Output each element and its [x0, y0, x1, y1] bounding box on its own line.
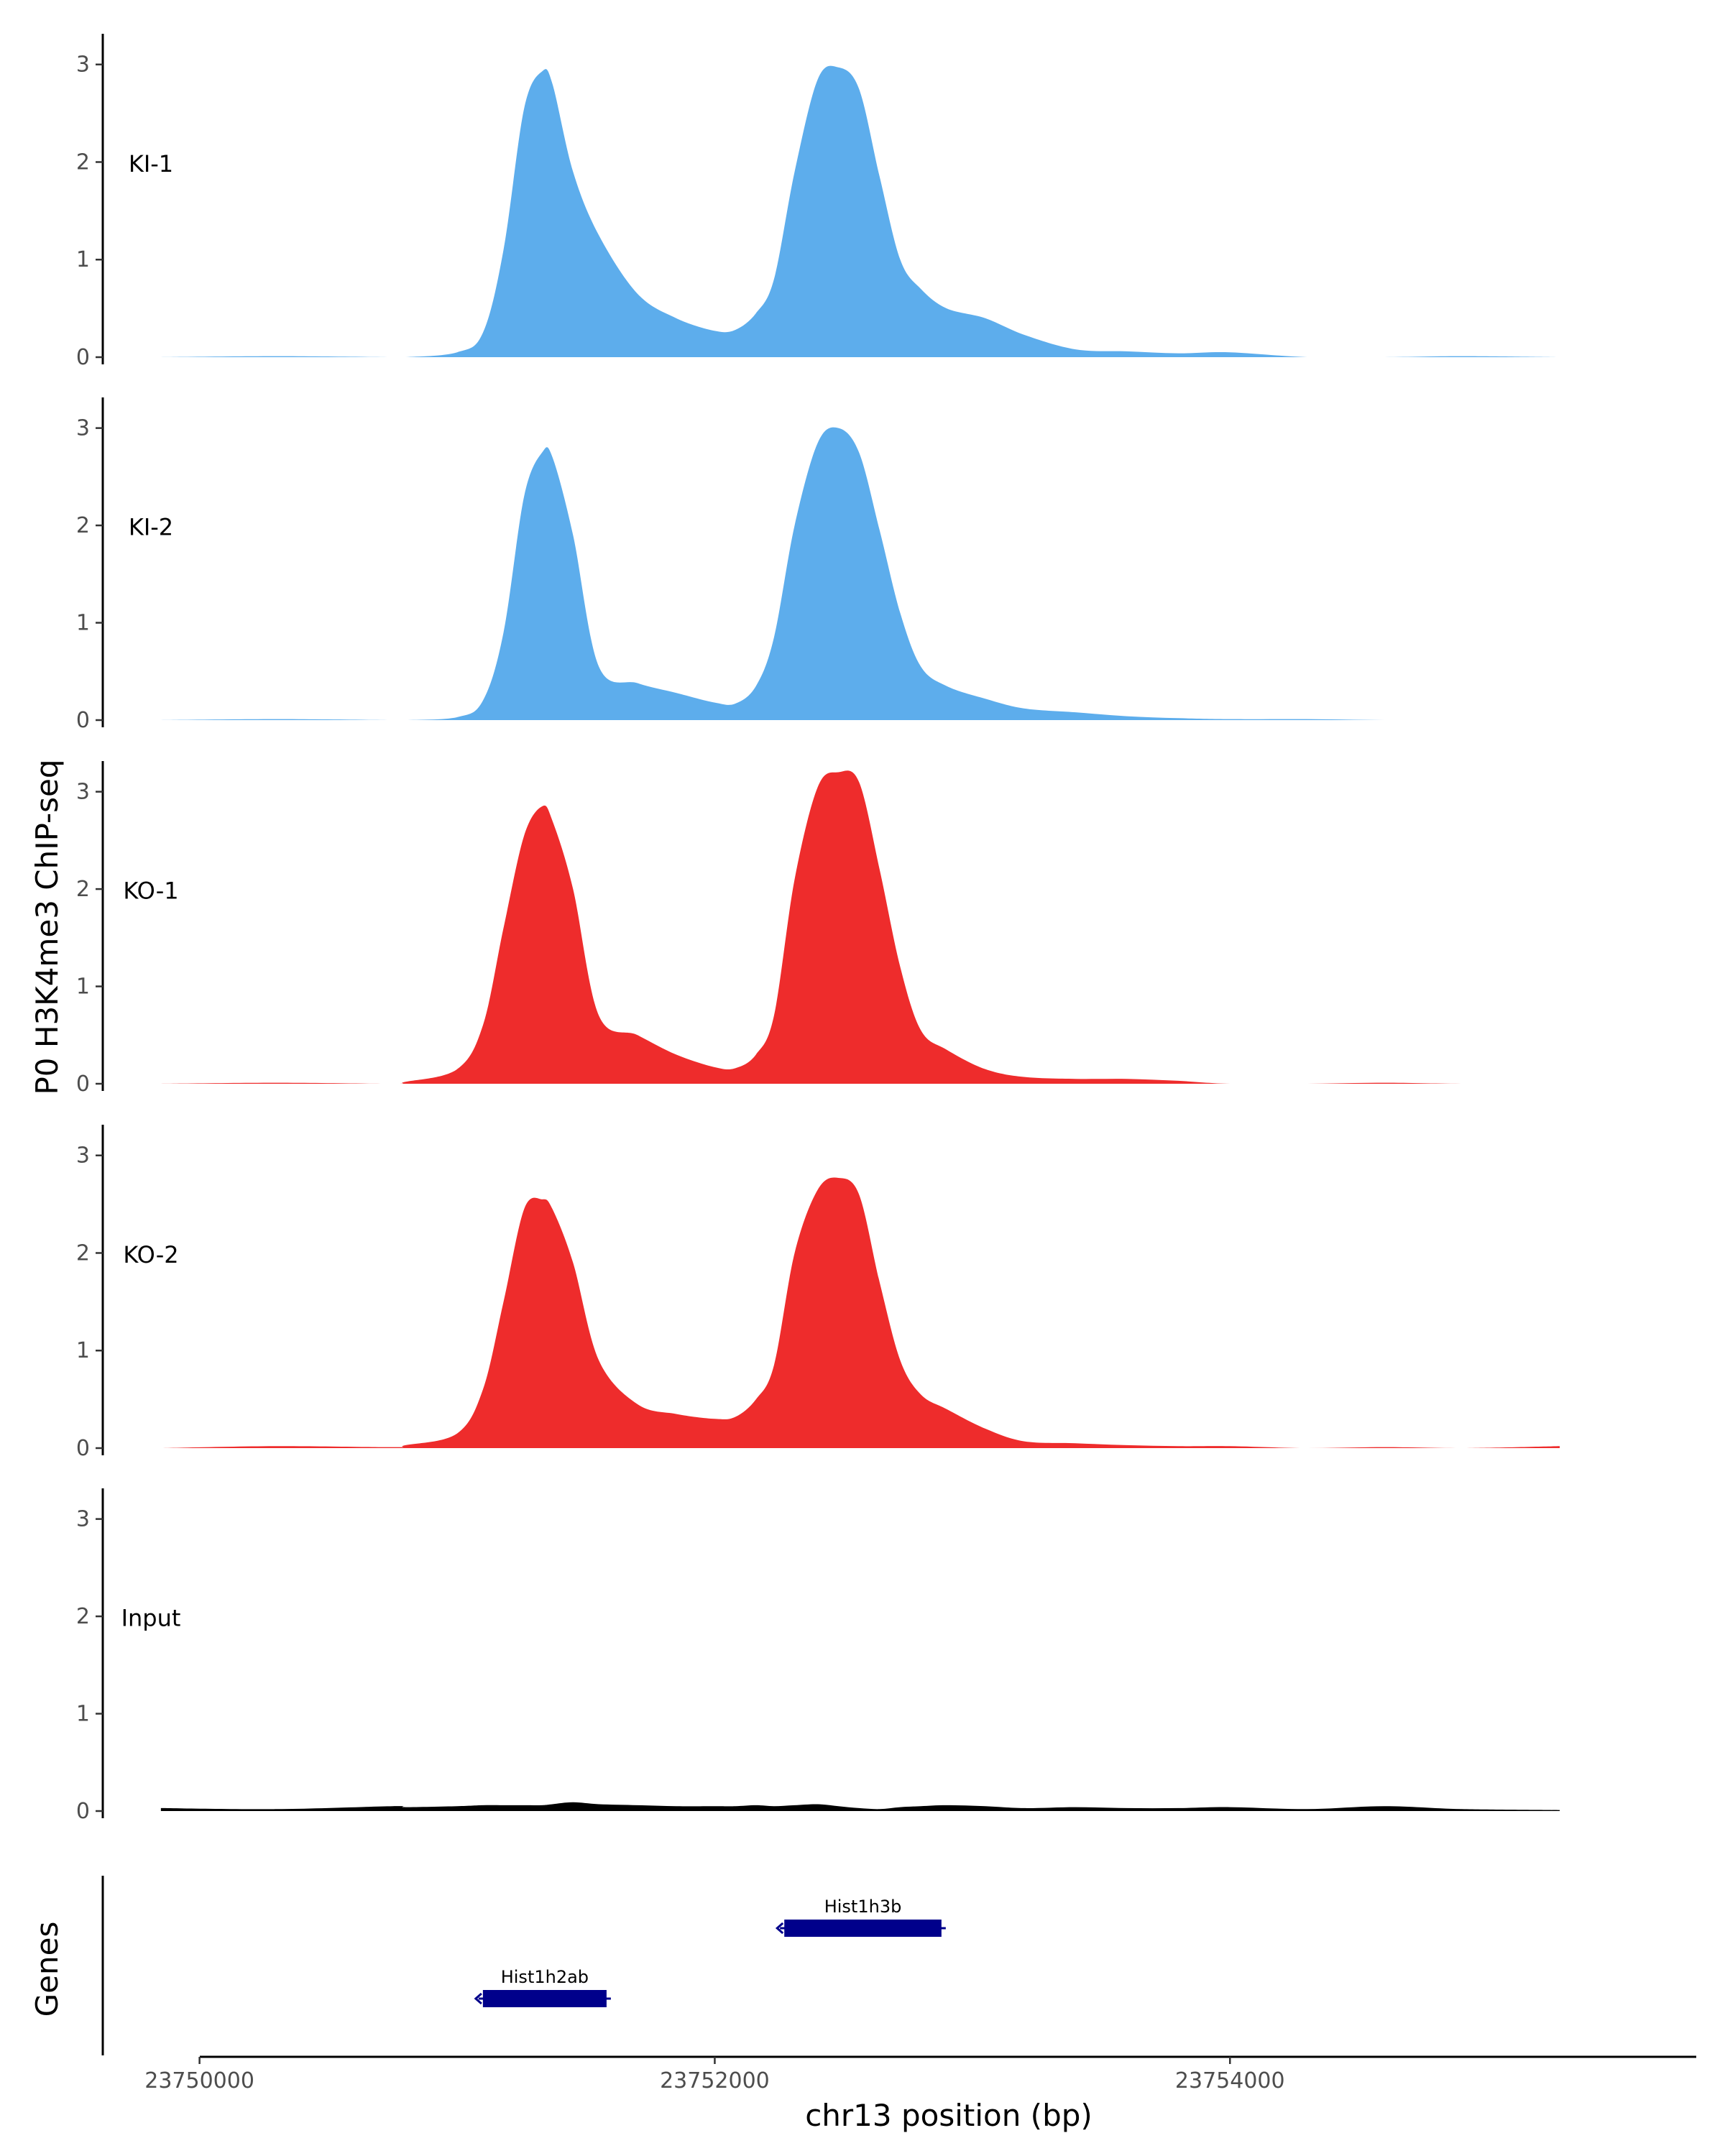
track-ko-1: 0 1 2 3 KO-1 — [76, 761, 1560, 1097]
y-axis-title: P0 H3K4me3 ChIP-seq — [29, 759, 65, 1095]
y-tick-label: 0 — [76, 345, 90, 370]
genes-track: Hist1h3b Hist1h2ab — [101, 1876, 946, 2055]
y-tick-label: 1 — [76, 1702, 90, 1727]
y-tick-label: 2 — [76, 513, 90, 538]
track-ko-2: 0 1 2 3 KO-2 — [76, 1125, 1560, 1461]
y-tick-label: 2 — [76, 1240, 90, 1266]
y-tick-label: 2 — [76, 1604, 90, 1629]
y-tick-label: 3 — [76, 52, 90, 78]
track-label: KI-1 — [129, 150, 173, 178]
track-label: KI-2 — [129, 514, 173, 541]
track-label: KO-1 — [123, 877, 178, 905]
track-input: 0 1 2 3 Input — [76, 1488, 1560, 1824]
x-axis: 23750000 23752000 23754000 — [144, 2055, 1696, 2093]
x-tick-label: 23750000 — [144, 2068, 254, 2093]
y-tick-label: 1 — [76, 1338, 90, 1363]
signal-area — [160, 1802, 1560, 1811]
y-tick-label: 0 — [76, 1072, 90, 1097]
x-tick-label: 23752000 — [660, 2068, 770, 2093]
y-tick-label: 1 — [76, 611, 90, 636]
gene-exon-block — [482, 1990, 607, 2007]
genes-track-title: Genes — [29, 1922, 65, 2017]
x-axis-title: chr13 position (bp) — [805, 2098, 1092, 2133]
strand-arrow-icon — [775, 1922, 784, 1935]
y-tick-label: 2 — [76, 149, 90, 175]
y-tick-label: 3 — [76, 1507, 90, 1532]
signal-area — [160, 1177, 1560, 1448]
y-tick-label: 0 — [76, 708, 90, 733]
signal-tracks: 0 1 2 3 KI-1 0 1 2 3 KI-2 0 1 2 3 KO-1 0 1 2 3 KO-2 0 1 2 3 Inpu… — [76, 34, 1560, 1824]
y-tick-label: 2 — [76, 877, 90, 902]
y-tick-label: 0 — [76, 1436, 90, 1461]
x-tick-label: 23754000 — [1175, 2068, 1285, 2093]
y-tick-label: 3 — [76, 1143, 90, 1169]
gene-exon-block — [784, 1920, 942, 1937]
track-ki-2: 0 1 2 3 KI-2 — [76, 397, 1560, 733]
y-tick-label: 1 — [76, 975, 90, 1000]
gene-label: Hist1h3b — [824, 1897, 902, 1917]
track-ki-1: 0 1 2 3 KI-1 — [76, 34, 1560, 370]
signal-area — [160, 65, 1560, 357]
gene-hist1h3b: Hist1h3b — [775, 1897, 946, 1937]
gene-label: Hist1h2ab — [501, 1967, 589, 1987]
signal-area — [160, 770, 1560, 1084]
signal-area — [160, 427, 1560, 720]
track-label: KO-2 — [123, 1241, 178, 1268]
y-tick-label: 0 — [76, 1799, 90, 1824]
gene-hist1h2ab: Hist1h2ab — [474, 1967, 611, 2007]
strand-arrow-icon — [474, 1992, 482, 2005]
y-tick-label: 1 — [76, 247, 90, 272]
y-tick-label: 3 — [76, 416, 90, 441]
y-tick-label: 3 — [76, 780, 90, 805]
track-label: Input — [121, 1605, 181, 1632]
